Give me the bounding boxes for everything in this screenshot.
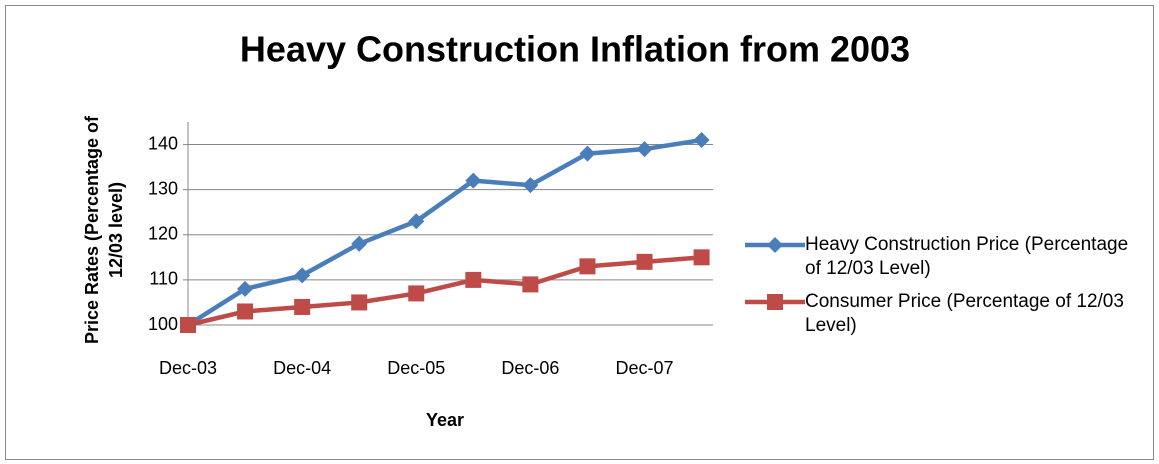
point-marker [636,141,653,158]
point-marker [294,267,311,284]
point-marker [636,253,653,270]
y-tick-label: 120 [148,224,178,244]
y-tick-label: 130 [148,178,178,198]
y-axis-label: Price Rates (Percentage of 12/03 level) [82,115,126,345]
point-marker [465,172,482,189]
point-marker [693,132,710,149]
point-marker [237,280,254,297]
x-tick-label: Dec-03 [159,358,217,378]
point-marker [522,177,539,194]
point-marker [693,249,710,266]
frame [5,5,1154,460]
point-marker [294,298,311,315]
point-marker [579,258,596,275]
legend-label: Heavy Construction Price (Percentage of … [805,234,1129,279]
x-tick-label: Dec-06 [501,358,559,378]
point-marker [522,276,539,293]
x-tick-label: Dec-07 [616,358,674,378]
point-marker [180,317,196,333]
legend-swatch [767,294,783,310]
point-marker [351,294,368,311]
chart-title: Heavy Construction Inflation from 2003 [240,29,910,70]
x-tick-label: Dec-05 [387,358,445,378]
x-tick-label: Dec-04 [273,358,331,378]
legend-label: Consumer Price (Percentage of 12/03 Leve… [805,291,1124,336]
point-marker [408,213,425,230]
series-line [186,137,702,327]
point-marker [237,303,254,320]
point-marker [465,271,482,288]
y-tick-label: 140 [148,133,178,153]
legend-swatch [767,237,783,253]
point-marker [351,235,368,252]
x-axis-label: Year [426,410,464,430]
y-tick-label: 100 [148,314,178,334]
y-tick-label: 110 [149,269,178,289]
point-marker [408,285,425,302]
series-line [187,255,702,328]
point-marker [579,145,596,162]
